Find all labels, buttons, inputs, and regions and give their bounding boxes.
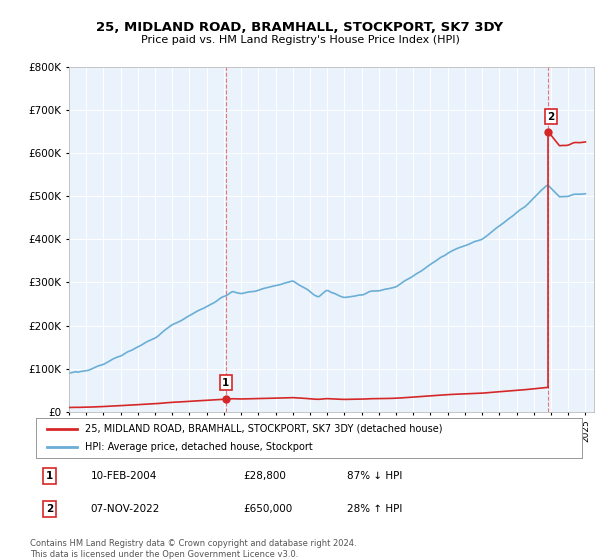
Text: 1: 1	[46, 471, 53, 481]
Text: Contains HM Land Registry data © Crown copyright and database right 2024.
This d: Contains HM Land Registry data © Crown c…	[30, 539, 356, 559]
Text: £650,000: £650,000	[244, 503, 293, 514]
Text: 07-NOV-2022: 07-NOV-2022	[91, 503, 160, 514]
Text: Price paid vs. HM Land Registry's House Price Index (HPI): Price paid vs. HM Land Registry's House …	[140, 35, 460, 45]
Text: 25, MIDLAND ROAD, BRAMHALL, STOCKPORT, SK7 3DY: 25, MIDLAND ROAD, BRAMHALL, STOCKPORT, S…	[97, 21, 503, 34]
Text: 2: 2	[547, 111, 554, 122]
Text: HPI: Average price, detached house, Stockport: HPI: Average price, detached house, Stoc…	[85, 442, 313, 452]
Text: 28% ↑ HPI: 28% ↑ HPI	[347, 503, 403, 514]
Text: £28,800: £28,800	[244, 471, 286, 481]
Text: 25, MIDLAND ROAD, BRAMHALL, STOCKPORT, SK7 3DY (detached house): 25, MIDLAND ROAD, BRAMHALL, STOCKPORT, S…	[85, 424, 443, 433]
Text: 2: 2	[46, 503, 53, 514]
Text: 10-FEB-2004: 10-FEB-2004	[91, 471, 157, 481]
Text: 87% ↓ HPI: 87% ↓ HPI	[347, 471, 403, 481]
Text: 1: 1	[222, 378, 229, 388]
